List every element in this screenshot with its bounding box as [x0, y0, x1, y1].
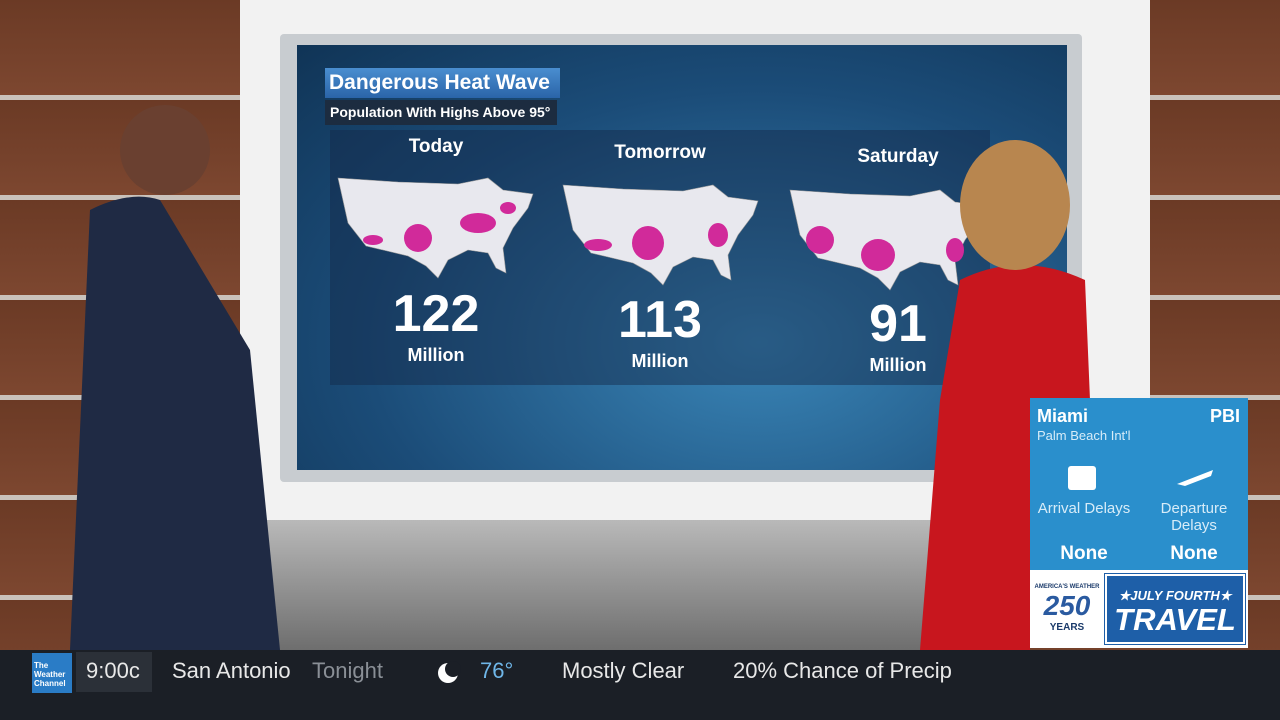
- presenter-left: [70, 196, 280, 650]
- precip: 20% Chance of Precip: [733, 658, 952, 683]
- panel-day: Saturday: [857, 146, 939, 167]
- badge-bottom: YEARS: [1049, 622, 1085, 633]
- ticker: [0, 650, 1280, 720]
- panel-day: Today: [408, 136, 464, 157]
- time-box: [76, 652, 152, 692]
- subtitle: Population With Highs Above 95°: [325, 100, 557, 125]
- promo: AMERICA'S WEATHER 250 YEARS ★JULY FOURTH…: [1030, 570, 1248, 648]
- badge-top: AMERICA'S WEATHER: [1034, 584, 1100, 590]
- title: Dangerous Heat Wave: [325, 68, 560, 98]
- departure-icon: [1177, 470, 1213, 486]
- panel-value: 122: [392, 285, 480, 343]
- temperature: 76°: [480, 658, 514, 683]
- panel-unit: Million: [631, 351, 689, 371]
- time: 9:00c: [86, 658, 140, 683]
- city: San Antonio: [172, 658, 291, 683]
- map-tomorrow: [562, 184, 759, 286]
- panel-unit: Million: [407, 345, 465, 365]
- badge-number: 250: [1043, 590, 1091, 621]
- desk: [230, 520, 950, 650]
- departure-label: Departure Delays: [1160, 500, 1228, 534]
- arrival-label: Arrival Delays: [1037, 500, 1131, 517]
- panel-day: Tomorrow: [614, 142, 706, 163]
- condition: Mostly Clear: [562, 658, 685, 683]
- travel-box: ★JULY FOURTH★ TRAVEL: [1104, 573, 1246, 645]
- city: Miami: [1037, 406, 1089, 426]
- arrival-value: None: [1060, 543, 1108, 564]
- panel-unit: Million: [869, 355, 927, 375]
- headline: ★JULY FOURTH★: [1118, 588, 1232, 603]
- panel-value: 91: [869, 295, 927, 353]
- departure-value: None: [1170, 543, 1218, 564]
- map-today: [337, 177, 534, 279]
- presenter-right: [920, 265, 1090, 650]
- map-saturday: [789, 189, 986, 291]
- period: Tonight: [312, 658, 383, 683]
- moon-icon: [438, 661, 461, 683]
- panel-value: 113: [618, 291, 702, 349]
- headline-big: TRAVEL: [1114, 602, 1236, 637]
- presenter-right-hair: [960, 140, 1070, 270]
- code: PBI: [1209, 406, 1240, 426]
- logo: The Weather Channel: [32, 653, 72, 693]
- presenter-left-head: [120, 105, 210, 195]
- airport: Palm Beach Int'l: [1037, 428, 1131, 443]
- airport-card: Miami PBI Palm Beach Int'l Arrival Delay…: [1030, 398, 1248, 570]
- arrival-icon: [1068, 466, 1096, 490]
